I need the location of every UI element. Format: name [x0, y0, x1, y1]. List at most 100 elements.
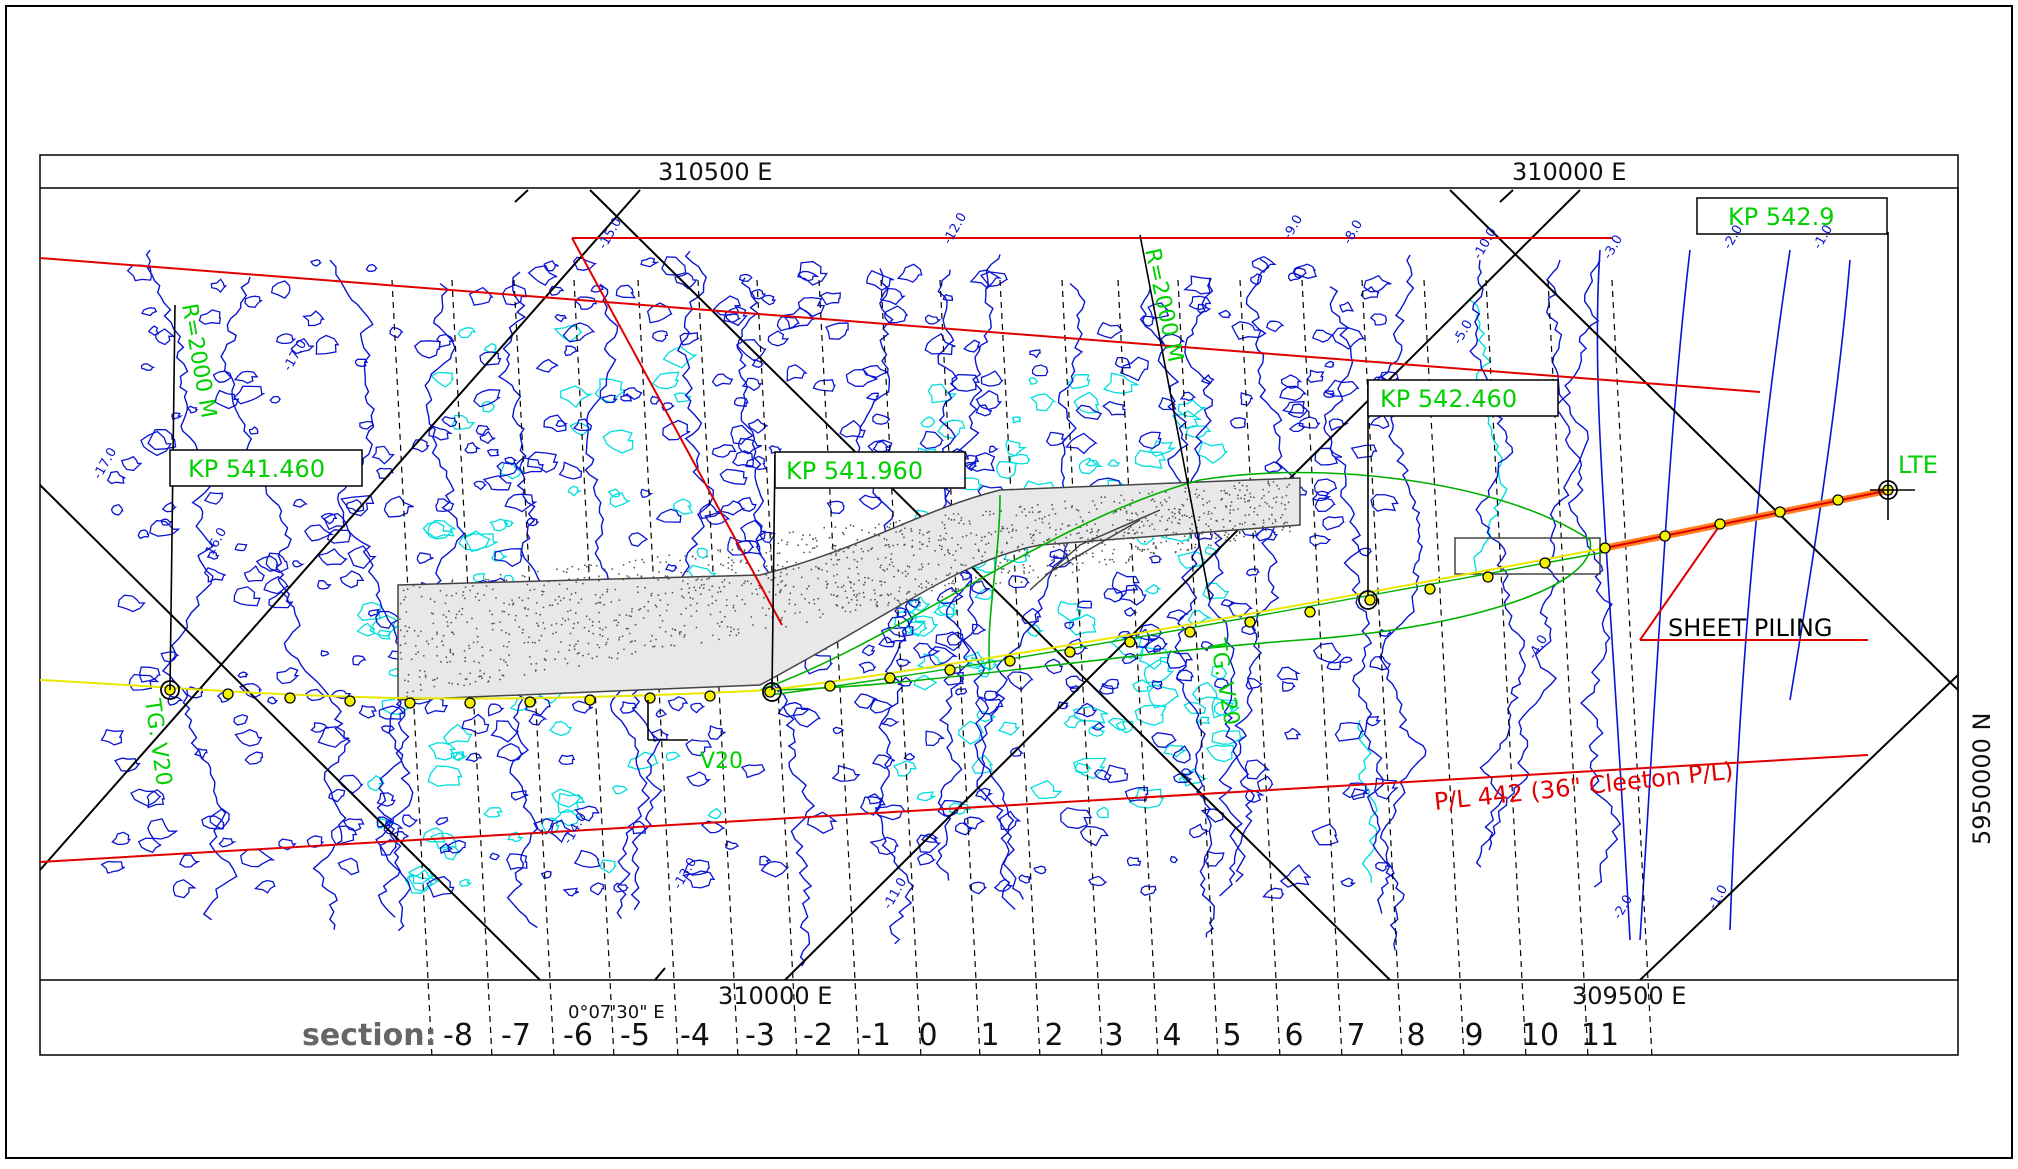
rock-dot: [1070, 506, 1073, 509]
rock-dot: [458, 610, 461, 613]
rock-dot: [944, 527, 946, 530]
rock-dot: [1153, 528, 1156, 531]
rock-dot: [960, 547, 962, 549]
rock-dot: [1234, 487, 1237, 490]
rock-dot: [707, 604, 710, 607]
rock-dot: [868, 531, 870, 534]
depth-contour: [365, 263, 378, 272]
rock-dot: [1055, 555, 1058, 558]
rock-dot: [1246, 489, 1249, 491]
rock-dot: [1160, 541, 1163, 544]
shallow-contour: [1107, 459, 1121, 467]
rock-dot: [535, 662, 538, 665]
depth-contour: [861, 644, 876, 657]
rock-dot: [665, 609, 668, 612]
rock-dot: [406, 588, 409, 591]
depth-contour: [562, 887, 580, 897]
depth-contour: [548, 285, 565, 296]
rock-dot: [461, 607, 464, 610]
rock-dot: [573, 648, 576, 651]
rock-dot: [1065, 536, 1068, 539]
rock-dot: [451, 580, 454, 583]
shallow-contour: [1009, 453, 1031, 465]
grid-label-5950000n: 5950000 N: [1968, 713, 1996, 845]
rock-dot: [1031, 511, 1034, 514]
rock-dot: [823, 526, 826, 529]
rock-dot: [469, 672, 471, 675]
rock-dot: [514, 580, 517, 583]
depth-contour: [1181, 768, 1195, 776]
depth-contour: [1245, 677, 1264, 690]
rock-dot: [855, 544, 857, 547]
rock-dot: [577, 601, 580, 604]
depth-contour: [1075, 404, 1103, 421]
rock-dot: [706, 555, 708, 558]
rock-dot: [1132, 529, 1135, 531]
rock-dot: [524, 606, 526, 609]
rock-dot: [810, 568, 813, 571]
rock-dot: [631, 652, 633, 655]
depth-contour: [880, 718, 900, 728]
depth-contour: [461, 713, 490, 735]
rock-dot: [1226, 536, 1229, 539]
depth-contour: [1292, 267, 1307, 280]
rock-dot: [1104, 496, 1106, 499]
rock-dot: [892, 544, 895, 547]
rock-dot: [887, 543, 890, 546]
depth-contour: [263, 575, 290, 595]
shallow-contour: [965, 651, 986, 668]
rock-dot: [1108, 558, 1111, 561]
depth-contour: [238, 683, 263, 699]
section-number: 3: [1104, 1018, 1123, 1053]
depth-contour: [126, 264, 153, 282]
depth-contour: [1091, 721, 1105, 731]
depth-contour: [1139, 315, 1155, 327]
depth-contour: [558, 461, 583, 480]
rock-dot: [1032, 569, 1035, 572]
rock-dot: [785, 625, 787, 628]
rock-dot: [628, 615, 631, 617]
rock-dot: [1100, 496, 1103, 499]
rock-dot: [487, 680, 490, 683]
rock-dot: [601, 593, 604, 596]
rock-dot: [1233, 485, 1236, 487]
rock-dot: [1285, 494, 1288, 497]
rock-dot: [504, 661, 507, 664]
depth-contour: [969, 269, 1003, 289]
rock-dot: [399, 629, 402, 632]
shallow-contour: [611, 785, 629, 795]
rock-dot: [680, 631, 682, 633]
rock-dot: [863, 596, 865, 598]
rock-dot: [471, 617, 473, 620]
rock-dot: [1122, 537, 1125, 540]
rock-dot: [794, 603, 797, 606]
grid-label-310000e-bottom: 310000 E: [718, 982, 832, 1010]
rock-dot: [706, 578, 709, 580]
rock-dot: [1234, 525, 1236, 527]
rock-dot: [928, 537, 931, 540]
rock-dot: [1207, 544, 1210, 546]
rock-dot: [404, 596, 407, 598]
rock-dot: [1048, 522, 1050, 525]
rock-dot: [786, 573, 788, 576]
rock-dot: [1253, 507, 1256, 510]
rock-dot: [739, 561, 742, 563]
depth-label: -14.0: [560, 810, 590, 847]
rock-dot: [515, 614, 517, 617]
rock-dot: [1271, 506, 1273, 509]
rock-dot: [1183, 514, 1186, 517]
rock-dot: [751, 592, 754, 595]
rock-dot: [741, 598, 744, 601]
rock-dot: [692, 597, 694, 600]
rock-dot: [985, 543, 987, 546]
shallow-contour: [367, 774, 385, 792]
shallow-contour: [916, 791, 937, 802]
rock-dot: [890, 558, 892, 561]
rock-dot: [1223, 534, 1226, 537]
rock-dot: [1012, 528, 1014, 531]
depth-contour: [1279, 385, 1308, 402]
rock-dot: [1159, 520, 1161, 522]
rock-dot: [1095, 508, 1098, 510]
rock-dot: [703, 575, 705, 578]
rock-dot: [985, 510, 987, 513]
